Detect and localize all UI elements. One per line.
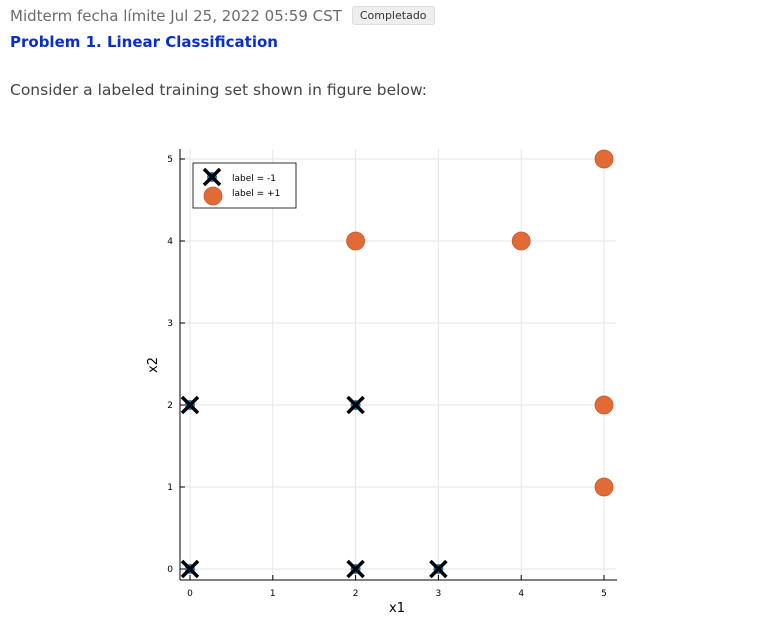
legend-positive-marker	[203, 186, 223, 206]
positive-point	[594, 395, 614, 415]
negative-point	[346, 559, 365, 579]
y-tick-label: 3	[167, 319, 173, 329]
positive-point	[346, 231, 366, 251]
y-tick-label: 1	[167, 483, 173, 493]
x-tick-label: 2	[353, 589, 359, 599]
x-axis-label: x1	[389, 601, 405, 616]
x-tick-label: 1	[270, 589, 276, 599]
negative-point	[429, 559, 448, 579]
y-axis-label: x2	[146, 357, 161, 373]
legend-label-positive: label = +1	[232, 189, 280, 199]
legend-label-negative: label = -1	[232, 174, 276, 184]
x-tick-label: 0	[187, 589, 193, 599]
y-tick-label: 2	[167, 401, 173, 411]
x-tick-label: 5	[601, 589, 607, 599]
y-tick-label: 0	[167, 565, 173, 575]
legend-negative-marker	[202, 167, 222, 187]
negative-point	[346, 395, 365, 415]
header-row: Midterm fecha límite Jul 25, 2022 05:59 …	[10, 6, 435, 25]
y-tick-label: 4	[167, 237, 173, 247]
status-badge: Completado	[351, 6, 435, 25]
problem-prompt: Consider a labeled training set shown in…	[10, 81, 427, 99]
positive-point	[511, 231, 531, 251]
x-tick-label: 3	[436, 589, 442, 599]
negative-point	[180, 395, 200, 415]
x-tick-label: 4	[518, 589, 524, 599]
positive-point	[594, 149, 614, 169]
problem-title-link[interactable]: Problem 1. Linear Classification	[10, 33, 278, 51]
y-tick-label: 5	[167, 155, 173, 165]
deadline-text: Midterm fecha límite Jul 25, 2022 05:59 …	[10, 6, 342, 25]
negative-point	[180, 559, 200, 579]
positive-point	[594, 477, 614, 497]
